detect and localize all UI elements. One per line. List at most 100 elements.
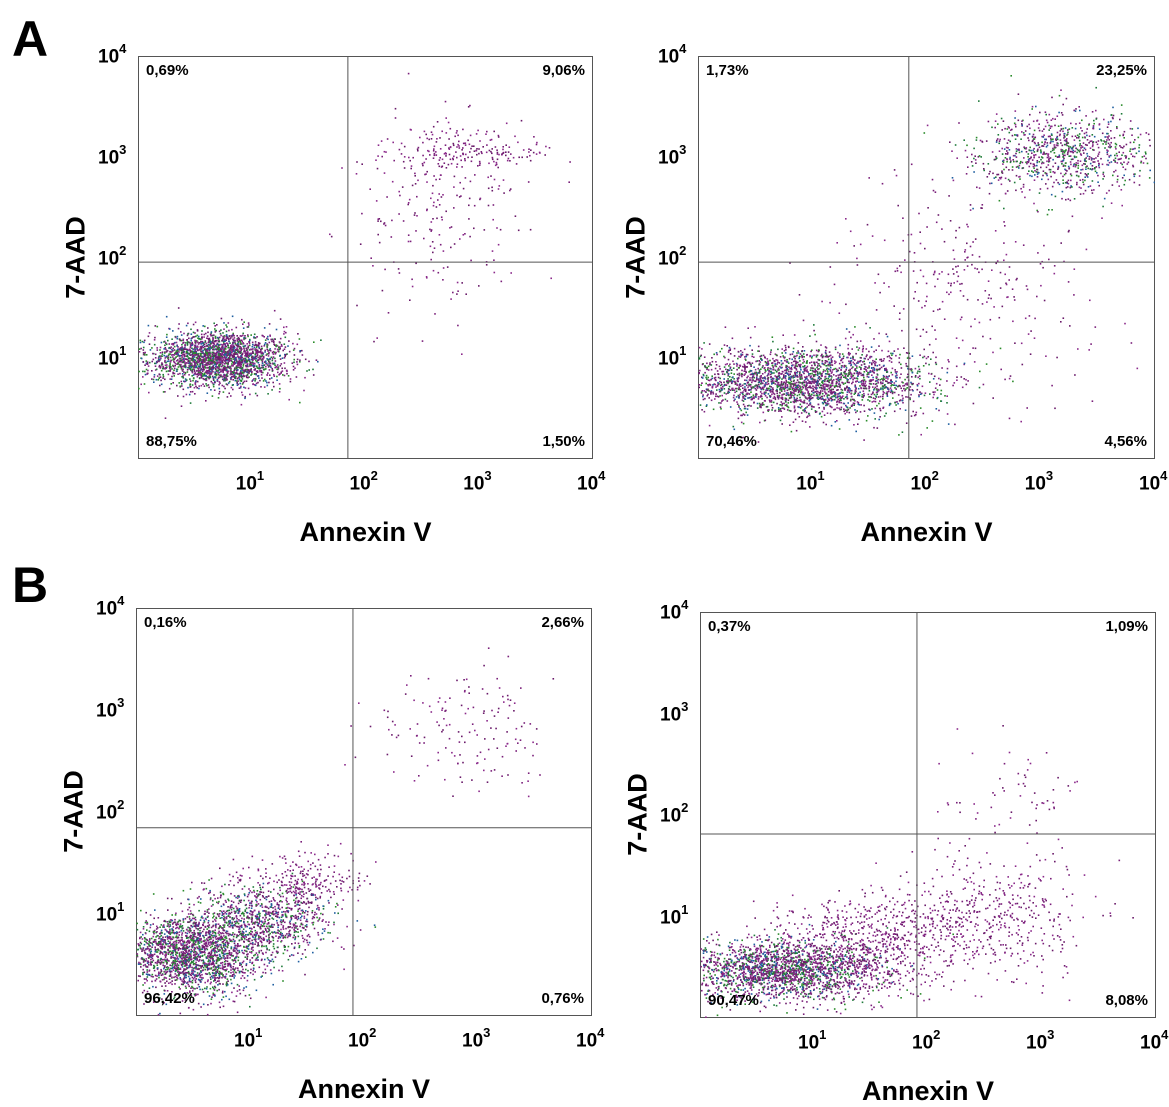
event-point — [740, 392, 742, 394]
event-point — [388, 312, 390, 314]
event-point — [229, 381, 231, 383]
event-point — [218, 364, 220, 366]
event-point — [549, 147, 551, 149]
event-point — [169, 351, 171, 353]
event-point — [839, 345, 841, 347]
event-point — [228, 322, 230, 324]
event-point — [479, 140, 481, 142]
event-point — [163, 391, 165, 393]
event-point — [156, 369, 158, 371]
event-point — [844, 371, 846, 373]
event-point — [222, 385, 224, 387]
event-point — [799, 416, 801, 418]
event-point — [277, 372, 279, 374]
event-point — [701, 348, 703, 350]
event-point — [410, 129, 412, 131]
event-point — [229, 342, 231, 344]
event-point — [268, 355, 270, 357]
event-point — [846, 398, 848, 400]
event-point — [840, 360, 842, 362]
event-point — [381, 140, 383, 142]
event-point — [408, 73, 410, 75]
event-point — [758, 396, 760, 398]
event-point — [771, 362, 773, 364]
event-point — [177, 373, 179, 375]
event-point — [789, 358, 791, 360]
event-point — [190, 354, 192, 356]
event-point — [802, 382, 804, 384]
event-point — [378, 144, 380, 146]
event-point — [708, 366, 710, 368]
event-point — [230, 379, 232, 381]
event-point — [779, 376, 781, 378]
event-point — [196, 357, 198, 359]
event-point — [827, 361, 829, 363]
event-point — [886, 393, 888, 395]
event-point — [176, 342, 178, 344]
event-point — [879, 416, 881, 418]
event-point — [232, 376, 234, 378]
event-point — [788, 407, 790, 409]
event-point — [491, 148, 493, 150]
event-point — [881, 378, 883, 380]
event-point — [742, 397, 744, 399]
event-point — [164, 360, 166, 362]
event-point — [508, 151, 510, 153]
event-point — [200, 363, 202, 365]
event-point — [813, 382, 815, 384]
event-point — [800, 364, 802, 366]
event-point — [205, 378, 207, 380]
event-point — [230, 358, 232, 360]
event-point — [236, 335, 238, 337]
x-axis-label: Annexin V — [216, 517, 516, 548]
event-point — [289, 351, 291, 353]
event-point — [772, 379, 774, 381]
event-point — [486, 131, 488, 133]
event-point — [392, 142, 394, 144]
event-point — [229, 353, 231, 355]
x-tick-label: 102 — [350, 471, 378, 493]
event-point — [169, 328, 171, 330]
event-point — [710, 379, 712, 381]
event-point — [214, 341, 216, 343]
event-point — [728, 351, 730, 353]
event-point — [478, 285, 480, 287]
event-point — [712, 361, 714, 363]
event-point — [286, 371, 288, 373]
event-point — [181, 405, 183, 407]
event-point — [891, 354, 893, 356]
event-point — [851, 390, 853, 392]
event-point — [205, 333, 207, 335]
event-point — [854, 326, 856, 328]
event-point — [426, 138, 428, 140]
event-point — [897, 386, 899, 388]
event-point — [839, 381, 841, 383]
event-point — [857, 372, 859, 374]
event-point — [469, 198, 471, 200]
event-point — [465, 177, 467, 179]
event-point — [724, 366, 726, 368]
event-point — [794, 411, 796, 413]
event-point — [755, 396, 757, 398]
event-point — [148, 365, 150, 367]
event-point — [848, 353, 850, 355]
event-point — [237, 366, 239, 368]
event-point — [262, 361, 264, 363]
event-point — [753, 376, 755, 378]
event-point — [838, 401, 840, 403]
event-point — [729, 347, 731, 349]
event-point — [386, 196, 388, 198]
event-point — [926, 427, 928, 429]
event-point — [802, 387, 804, 389]
event-point — [874, 368, 876, 370]
event-point — [223, 360, 225, 362]
event-point — [734, 355, 736, 357]
event-point — [799, 385, 801, 387]
event-point — [239, 383, 241, 385]
event-point — [700, 404, 702, 406]
event-point — [863, 361, 865, 363]
event-point — [806, 403, 808, 405]
event-point — [293, 349, 295, 351]
event-point — [146, 363, 148, 365]
event-point — [847, 402, 849, 404]
